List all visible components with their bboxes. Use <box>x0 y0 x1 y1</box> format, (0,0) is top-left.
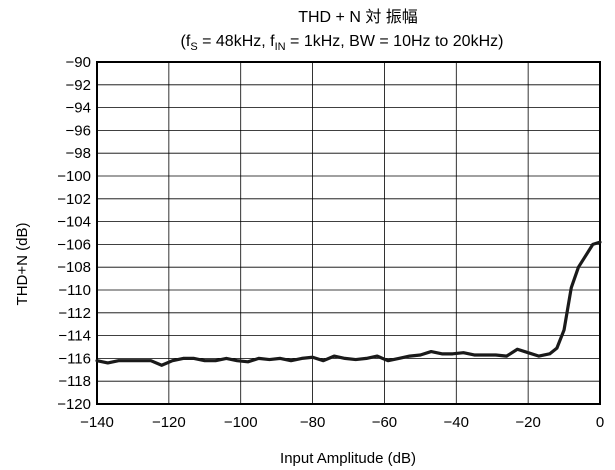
y-tick-label: −104 <box>57 214 91 231</box>
y-tick-label: −90 <box>66 54 91 71</box>
subtitle-fin-sub: IN <box>275 41 286 53</box>
y-tick-label: −102 <box>57 191 91 208</box>
y-tick-label: −96 <box>66 122 91 139</box>
y-axis-label: THD+N (dB) <box>14 223 31 306</box>
x-tick-label: −140 <box>80 414 114 431</box>
x-tick-label: −80 <box>300 414 325 431</box>
y-tick-label: −92 <box>66 77 91 94</box>
x-tick-label: 0 <box>596 414 604 431</box>
x-tick-label: −40 <box>444 414 469 431</box>
chart-subtitle: (fS = 48kHz, fIN = 1kHz, BW = 10Hz to 20… <box>181 33 504 53</box>
y-tick-label: −118 <box>58 373 91 390</box>
y-tick-label: −114 <box>58 328 91 345</box>
x-axis-label: Input Amplitude (dB) <box>280 450 416 467</box>
x-tick-label: −100 <box>224 414 258 431</box>
x-axis-ticks: −140 −120 −100 −80 −60 −40 −20 0 <box>80 414 604 431</box>
x-tick-label: −120 <box>152 414 186 431</box>
y-tick-label: −108 <box>57 259 91 276</box>
y-tick-label: −116 <box>58 350 91 367</box>
x-tick-label: −20 <box>515 414 540 431</box>
y-tick-label: −106 <box>57 236 91 253</box>
subtitle-fin-rest: = 1kHz, BW = 10Hz to 20kHz) <box>286 33 504 50</box>
x-tick-label: −60 <box>372 414 397 431</box>
plot-frame <box>96 61 601 405</box>
chart-title: THD + N 対 振幅 <box>298 8 418 26</box>
y-tick-label: −112 <box>58 305 91 322</box>
subtitle-fs-rest: = 48kHz, f <box>198 33 275 50</box>
y-tick-label: −110 <box>58 282 91 299</box>
y-tick-label: −98 <box>66 145 91 162</box>
y-axis-ticks: −90 −92 −94 −96 −98 −100 −102 −104 −106 −108 −110 −… <box>57 54 91 413</box>
y-tick-label: −120 <box>57 396 91 413</box>
subtitle-fs-base: (f <box>181 33 191 50</box>
subtitle-fs-sub: S <box>190 41 197 53</box>
series-line-thd-n <box>95 240 602 367</box>
y-tick-label: −100 <box>57 168 91 185</box>
y-tick-label: −94 <box>66 100 91 117</box>
